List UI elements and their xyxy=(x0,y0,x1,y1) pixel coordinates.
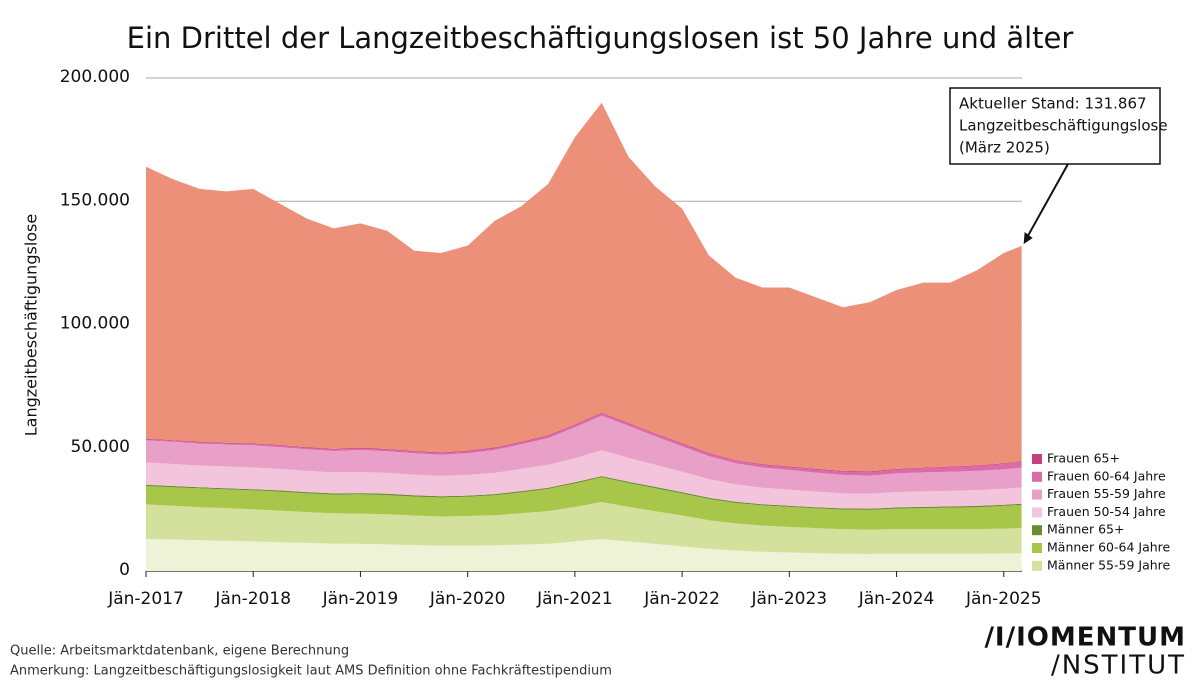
y-axis-label: Langzeitbeschäftigungslose xyxy=(22,214,41,436)
x-tick-label: Jän-2025 xyxy=(965,589,1042,609)
x-tick-label: Jän-2023 xyxy=(751,589,828,609)
legend-label: Männer 65+ xyxy=(1047,522,1124,537)
legend-swatch xyxy=(1032,543,1042,553)
annotation-text: (März 2025) xyxy=(959,139,1050,157)
y-tick-label: 50.000 xyxy=(71,437,130,457)
legend-swatch xyxy=(1032,471,1042,482)
y-tick-label: 0 xyxy=(119,560,130,580)
legend-swatch xyxy=(1032,489,1042,500)
area xyxy=(146,502,1022,554)
legend-swatch xyxy=(1032,454,1042,464)
x-tick-label: Jän-2017 xyxy=(107,589,184,609)
area xyxy=(146,477,1022,530)
logo: /NSTITUT xyxy=(1051,651,1186,681)
area xyxy=(146,476,1022,510)
x-tick-label: Jän-2022 xyxy=(643,589,720,609)
area xyxy=(146,413,1022,476)
x-tick-label: Jän-2020 xyxy=(429,589,506,609)
area xyxy=(146,539,1022,571)
x-tick-label: Jän-2021 xyxy=(536,589,613,609)
area xyxy=(146,102,1022,472)
legend-swatch xyxy=(1032,525,1042,536)
y-tick-label: 100.000 xyxy=(60,314,130,334)
source: Quelle: Arbeitsmarktdatenbank, eigene Be… xyxy=(10,644,349,659)
y-tick-label: 200.000 xyxy=(60,67,130,87)
y-tick-label: 150.000 xyxy=(60,190,130,210)
legend-label: Frauen 65+ xyxy=(1047,451,1120,466)
annotation-text: Aktueller Stand: 131.867 xyxy=(959,95,1147,113)
area xyxy=(146,450,1022,509)
legend-swatch xyxy=(1032,507,1042,518)
logo: /I/IOMENTUM xyxy=(984,623,1186,653)
x-tick-label: Jän-2018 xyxy=(214,589,291,609)
annotation-box xyxy=(949,87,1161,165)
legend-label: Frauen 55-59 Jahre xyxy=(1047,486,1166,501)
x-tick-label: Jän-2024 xyxy=(858,589,935,609)
chart-title: Ein Drittel der Langzeitbeschäftigungslo… xyxy=(127,21,1074,55)
x-tick-label: Jän-2019 xyxy=(322,589,399,609)
area xyxy=(146,415,1022,494)
annotation-text: Langzeitbeschäftigungslose xyxy=(959,117,1168,135)
legend-swatch xyxy=(1032,560,1042,571)
legend-label: Frauen 50-54 Jahre xyxy=(1047,504,1166,519)
annotation-arrowhead xyxy=(1023,231,1033,244)
annotation-arrow xyxy=(1024,163,1069,241)
legend-label: Männer 60-64 Jahre xyxy=(1047,540,1171,555)
legend-label: Frauen 60-64 Jahre xyxy=(1047,468,1166,483)
note: Anmerkung: Langzeitbeschäftigungslosigke… xyxy=(10,664,612,679)
legend-label: Männer 55-59 Jahre xyxy=(1047,557,1171,572)
areas xyxy=(146,102,1022,571)
